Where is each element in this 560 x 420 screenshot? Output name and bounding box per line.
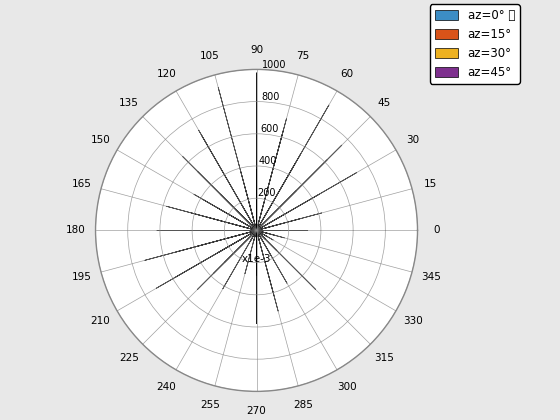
Legend: az=0° Ⓐ, az=15°, az=30°, az=45°: az=0° Ⓐ, az=15°, az=30°, az=45°	[430, 5, 520, 84]
Text: x1e-3: x1e-3	[242, 255, 271, 264]
Polygon shape	[156, 105, 342, 289]
Polygon shape	[194, 129, 301, 296]
Polygon shape	[144, 118, 357, 311]
Polygon shape	[176, 73, 308, 324]
